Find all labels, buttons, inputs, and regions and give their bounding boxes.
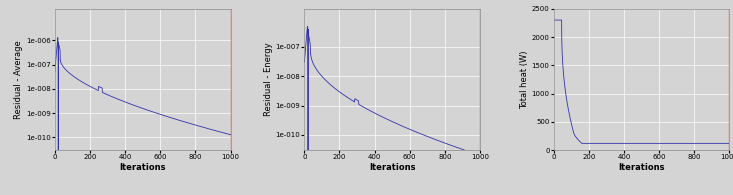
X-axis label: Iterations: Iterations xyxy=(369,163,416,172)
X-axis label: Iterations: Iterations xyxy=(119,163,166,172)
Y-axis label: Residual - Energy: Residual - Energy xyxy=(264,43,273,116)
Y-axis label: Residual - Average: Residual - Average xyxy=(14,40,23,119)
X-axis label: Iterations: Iterations xyxy=(618,163,665,172)
Y-axis label: Total heat (W): Total heat (W) xyxy=(520,50,528,109)
